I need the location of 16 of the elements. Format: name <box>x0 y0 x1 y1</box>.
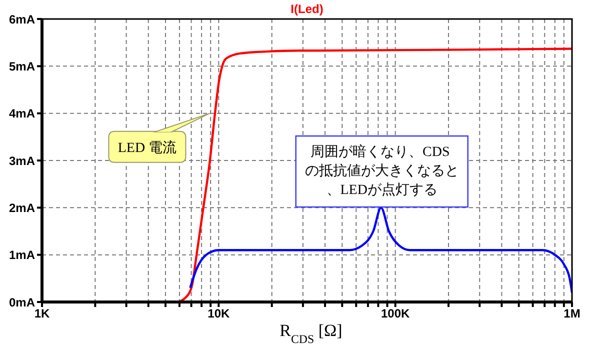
x-tick-label: 1M <box>564 306 580 321</box>
y-tick-label: 2mA <box>8 200 36 215</box>
y-tick-label: 6mA <box>8 12 36 26</box>
x-tick-label: 1K <box>34 306 50 321</box>
y-tick-label: 0mA <box>8 295 36 310</box>
x-tick-label: 100K <box>380 306 410 321</box>
chart-title: I(Led) <box>290 2 324 16</box>
y-tick-label: 3mA <box>8 154 36 168</box>
x-axis-title: R$_{CDS}$ [Ω] <box>280 321 342 344</box>
x-tick-label: 10K <box>208 306 230 321</box>
speech-bubble: LED 電流 <box>108 112 210 163</box>
annotation: LED 電流 <box>118 140 177 156</box>
y-tick-label: 1mA <box>8 248 36 262</box>
annotation: 周囲が暗くなり、CDS の抵抗値が大きくなると、LEDが点灯する <box>304 144 459 198</box>
y-tick-label: 5mA <box>8 59 36 74</box>
y-tick-label: 4mA <box>8 106 36 121</box>
